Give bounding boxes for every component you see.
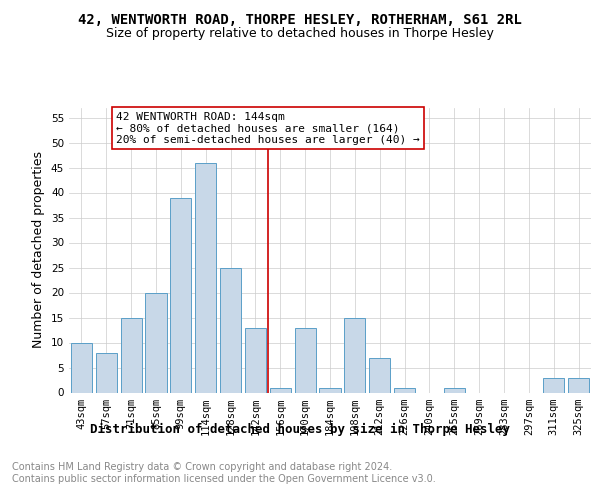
- Text: Size of property relative to detached houses in Thorpe Hesley: Size of property relative to detached ho…: [106, 28, 494, 40]
- Bar: [220, 268, 241, 392]
- Y-axis label: Number of detached properties: Number of detached properties: [32, 152, 46, 348]
- Bar: [568, 378, 589, 392]
- Bar: [195, 162, 216, 392]
- Text: Distribution of detached houses by size in Thorpe Hesley: Distribution of detached houses by size …: [90, 422, 510, 436]
- Bar: [543, 378, 564, 392]
- Text: Contains HM Land Registry data © Crown copyright and database right 2024.
Contai: Contains HM Land Registry data © Crown c…: [12, 462, 436, 484]
- Bar: [145, 292, 167, 392]
- Bar: [245, 328, 266, 392]
- Text: 42, WENTWORTH ROAD, THORPE HESLEY, ROTHERHAM, S61 2RL: 42, WENTWORTH ROAD, THORPE HESLEY, ROTHE…: [78, 12, 522, 26]
- Bar: [369, 358, 390, 392]
- Bar: [121, 318, 142, 392]
- Bar: [295, 328, 316, 392]
- Bar: [270, 388, 291, 392]
- Bar: [71, 342, 92, 392]
- Text: 42 WENTWORTH ROAD: 144sqm
← 80% of detached houses are smaller (164)
20% of semi: 42 WENTWORTH ROAD: 144sqm ← 80% of detac…: [116, 112, 420, 145]
- Bar: [170, 198, 191, 392]
- Bar: [394, 388, 415, 392]
- Bar: [319, 388, 341, 392]
- Bar: [444, 388, 465, 392]
- Bar: [344, 318, 365, 392]
- Bar: [96, 352, 117, 393]
